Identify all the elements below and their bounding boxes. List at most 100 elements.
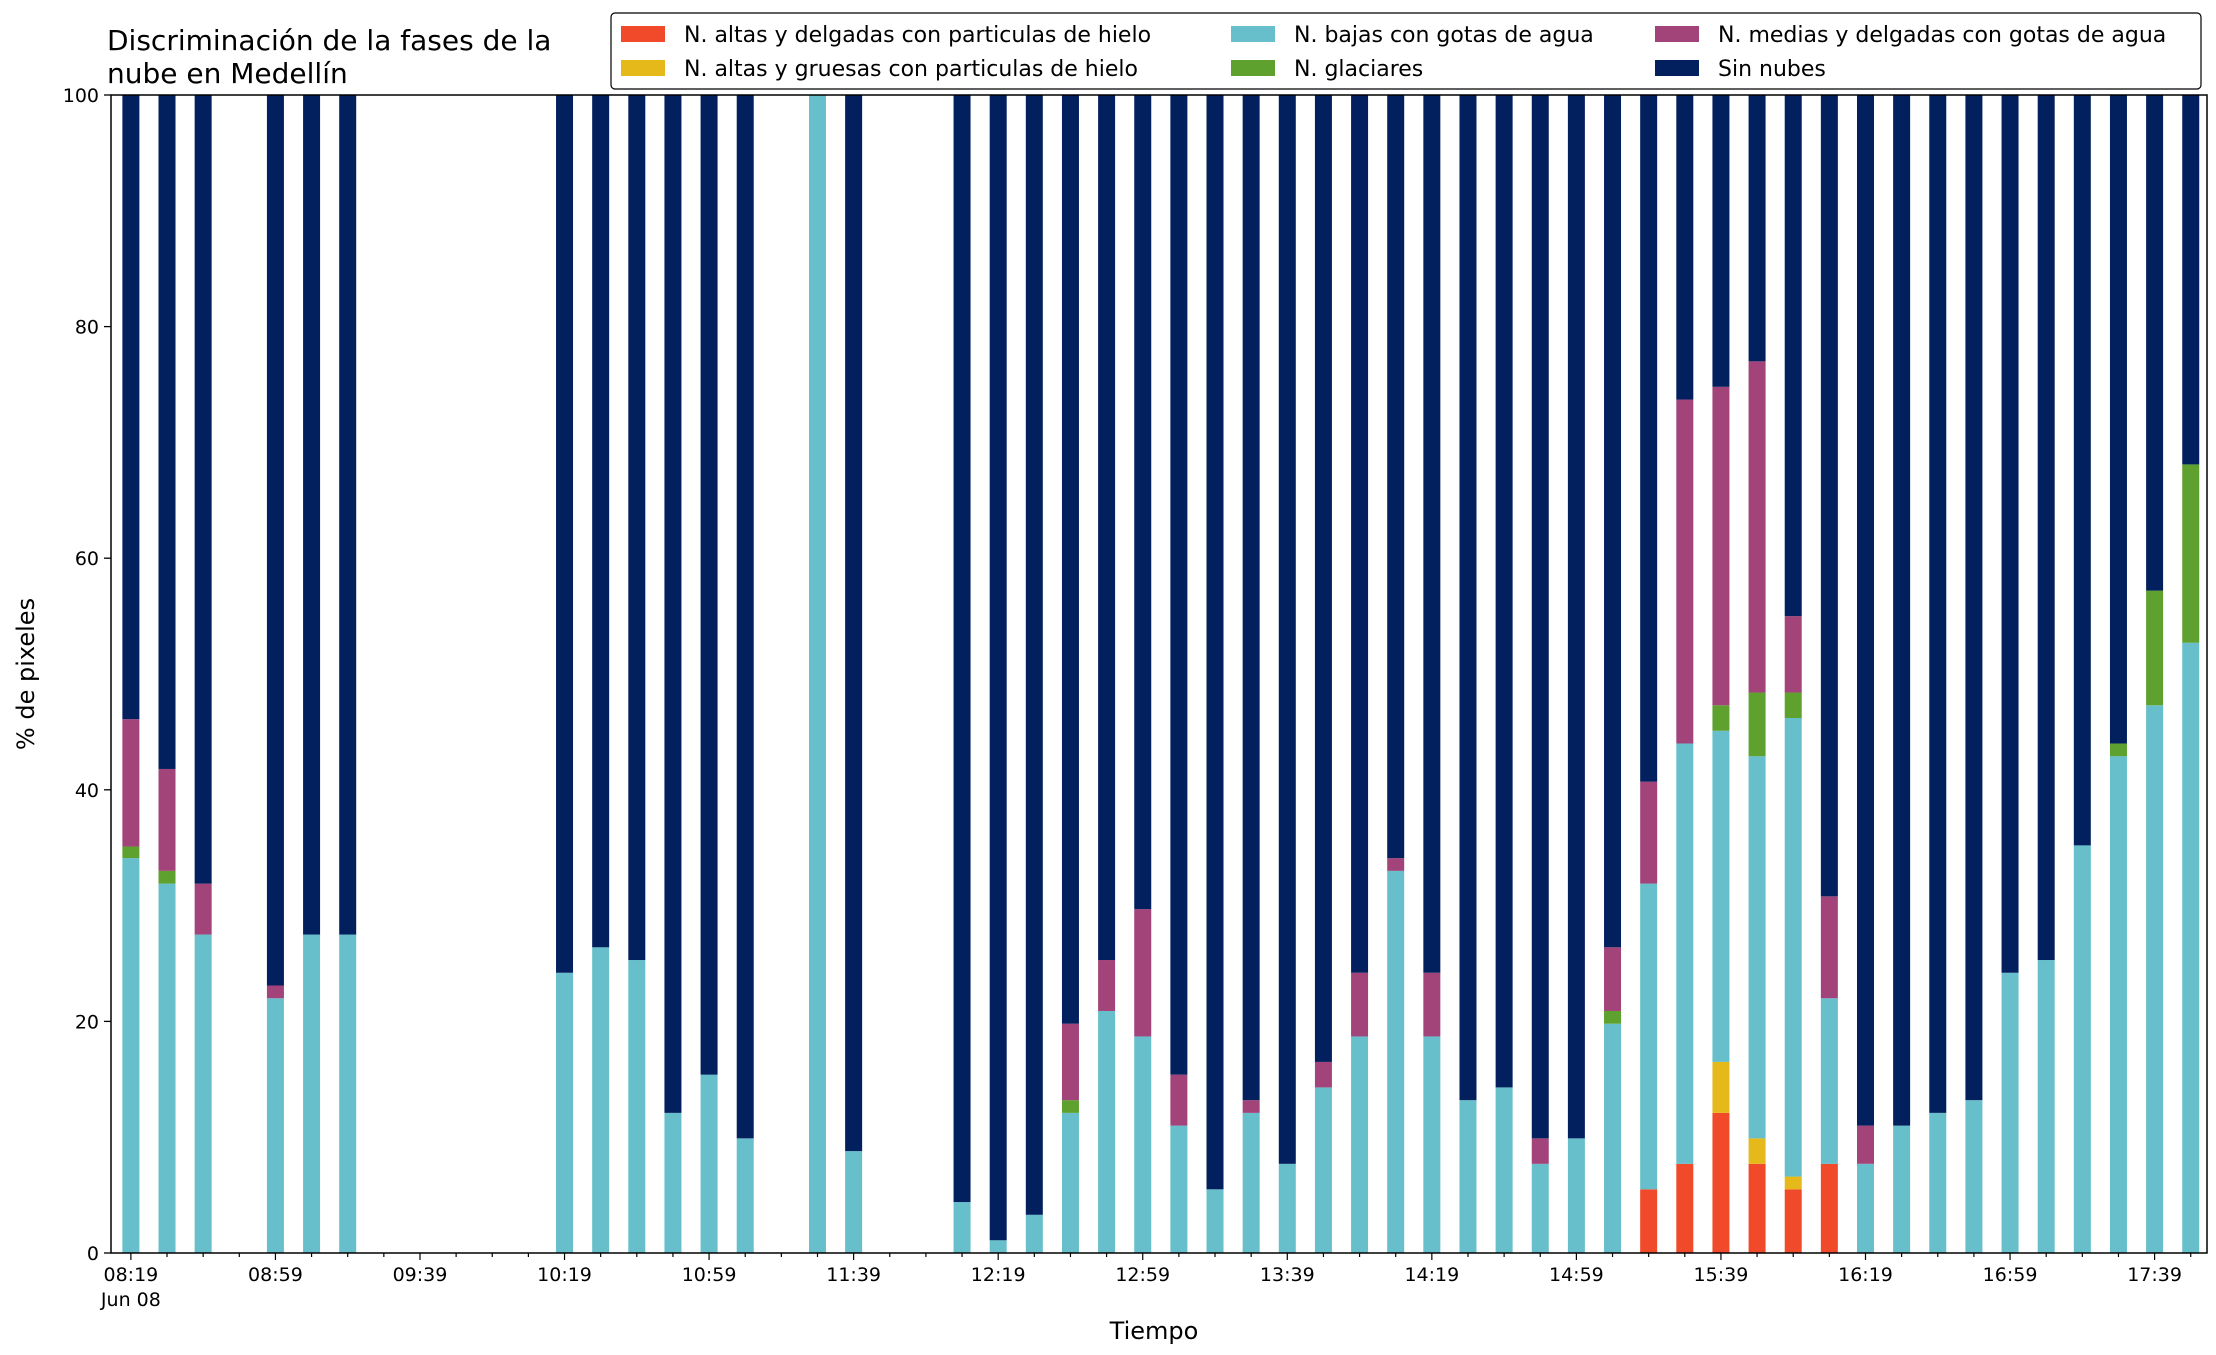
bar-segment-glac bbox=[1784, 692, 1802, 719]
bar-segment-sin bbox=[989, 95, 1007, 1241]
bar-segment-sin bbox=[1495, 95, 1513, 1088]
bar-11:29 bbox=[809, 95, 826, 1253]
bar-segment-sin bbox=[2037, 95, 2055, 961]
bar-segment-sin bbox=[1929, 95, 1947, 1113]
bar-10:19 bbox=[556, 95, 574, 1253]
bar-segment-ahd bbox=[1712, 1112, 1730, 1253]
x-tick-label: 14:59 bbox=[1549, 1264, 1604, 1286]
bar-segment-sin bbox=[664, 95, 682, 1113]
bar-segment-medias bbox=[1748, 361, 1766, 693]
bar-segment-bajas bbox=[1278, 1163, 1296, 1253]
bar-segment-medias bbox=[1387, 858, 1405, 871]
y-tick-label: 40 bbox=[75, 780, 99, 802]
bar-14:09 bbox=[1387, 95, 1405, 1253]
bar-segment-ahd bbox=[1748, 1163, 1766, 1253]
y-tick-label: 60 bbox=[75, 548, 99, 570]
y-tick-label: 100 bbox=[63, 85, 99, 107]
y-axis: 0 20 40 60 80 100 bbox=[63, 85, 111, 1265]
bar-segment-bajas bbox=[1170, 1125, 1188, 1253]
bar-segment-bajas bbox=[556, 972, 574, 1253]
bar-segment-sin bbox=[122, 95, 140, 720]
bar-16:19 bbox=[1857, 95, 1874, 1253]
bar-segment-bajas bbox=[1387, 870, 1405, 1253]
bar-15:09 bbox=[1604, 95, 1622, 1253]
bar-segment-bajas bbox=[1748, 756, 1766, 1139]
bar-16:29 bbox=[1893, 95, 1911, 1253]
bar-segment-medias bbox=[1784, 616, 1802, 693]
x-tick-label: 08:19 bbox=[103, 1264, 158, 1286]
bar-segment-bajas bbox=[1893, 1125, 1911, 1253]
legend-swatch bbox=[621, 26, 665, 42]
bar-segment-medias bbox=[1640, 781, 1658, 884]
bar-17:29 bbox=[2109, 95, 2127, 1253]
bar-segment-sin bbox=[339, 95, 357, 935]
bar-segment-medias bbox=[1531, 1138, 1549, 1164]
legend-swatch bbox=[1231, 60, 1275, 76]
bar-segment-sin bbox=[1206, 95, 1224, 1190]
x-tick-label: 08:59 bbox=[248, 1264, 303, 1286]
bar-10:29 bbox=[592, 95, 610, 1253]
bar-08:59 bbox=[266, 95, 284, 1253]
bar-11:09 bbox=[736, 95, 754, 1253]
y-axis-label: % de pixeles bbox=[12, 598, 40, 750]
legend-label: Sin nubes bbox=[1718, 57, 1826, 82]
bar-segment-bajas bbox=[1531, 1163, 1549, 1253]
bar-segment-bajas bbox=[266, 998, 284, 1253]
bar-17:49 bbox=[2182, 95, 2200, 1253]
x-tick-label: 12:59 bbox=[1115, 1264, 1170, 1286]
bar-08:39 bbox=[194, 95, 212, 1253]
bar-16:49 bbox=[1965, 95, 1983, 1253]
bar-15:39 bbox=[1712, 95, 1730, 1253]
legend: N. altas y delgadas con particulas de hi… bbox=[610, 12, 2202, 90]
bar-segment-sin bbox=[1387, 95, 1405, 859]
x-tick-label: 13:39 bbox=[1260, 1264, 1315, 1286]
bar-segment-medias bbox=[1134, 909, 1152, 1037]
bar-segment-glac bbox=[1061, 1100, 1079, 1113]
bar-segment-sin bbox=[194, 95, 212, 884]
legend-swatch bbox=[1655, 26, 1699, 42]
x-tick-label: 11:39 bbox=[826, 1264, 881, 1286]
bar-segment-bajas bbox=[1857, 1163, 1874, 1253]
x-tick-label: 16:19 bbox=[1838, 1264, 1893, 1286]
bar-13:39 bbox=[1278, 95, 1296, 1253]
bar-16:09 bbox=[1820, 95, 1838, 1253]
legend-entry-agg: N. altas y gruesas con particulas de hie… bbox=[621, 57, 1138, 82]
bar-16:59 bbox=[2001, 95, 2019, 1253]
bar-segment-medias bbox=[1820, 896, 1838, 999]
bar-segment-glac bbox=[122, 846, 140, 859]
bars-layer bbox=[122, 95, 2200, 1253]
bar-segment-bajas bbox=[1604, 1023, 1622, 1253]
bar-14:49 bbox=[1531, 95, 1549, 1253]
bar-segment-sin bbox=[1748, 95, 1766, 362]
bar-segment-bajas bbox=[592, 947, 610, 1253]
bar-segment-bajas bbox=[2109, 756, 2127, 1253]
bar-segment-medias bbox=[1712, 386, 1730, 706]
x-tick-label: 12:19 bbox=[971, 1264, 1026, 1286]
bar-segment-bajas bbox=[1929, 1112, 1947, 1253]
bar-segment-sin bbox=[1712, 95, 1730, 387]
bar-14:39 bbox=[1495, 95, 1513, 1253]
bar-segment-sin bbox=[266, 95, 284, 986]
bar-16:39 bbox=[1929, 95, 1947, 1253]
bar-14:29 bbox=[1459, 95, 1477, 1253]
bar-segment-medias bbox=[1242, 1100, 1260, 1113]
bar-segment-medias bbox=[1061, 1023, 1079, 1101]
bar-segment-bajas bbox=[1314, 1087, 1332, 1253]
bar-segment-bajas bbox=[158, 883, 176, 1253]
bar-segment-medias bbox=[122, 719, 140, 847]
bar-15:19 bbox=[1640, 95, 1658, 1253]
bar-segment-glac bbox=[1712, 705, 1730, 731]
bar-segment-sin bbox=[1531, 95, 1549, 1139]
bar-segment-bajas bbox=[1061, 1112, 1079, 1253]
x-tick-label: 10:19 bbox=[537, 1264, 592, 1286]
bar-segment-bajas bbox=[1640, 883, 1658, 1190]
bar-segment-ahd bbox=[1676, 1163, 1694, 1253]
x-tick-label: 17:39 bbox=[2127, 1264, 2182, 1286]
bar-13:49 bbox=[1314, 95, 1332, 1253]
bar-segment-sin bbox=[1784, 95, 1802, 617]
bar-17:39 bbox=[2146, 95, 2164, 1253]
bar-segment-sin bbox=[1423, 95, 1441, 973]
bar-15:49 bbox=[1748, 95, 1766, 1253]
bar-12:39 bbox=[1061, 95, 1079, 1253]
